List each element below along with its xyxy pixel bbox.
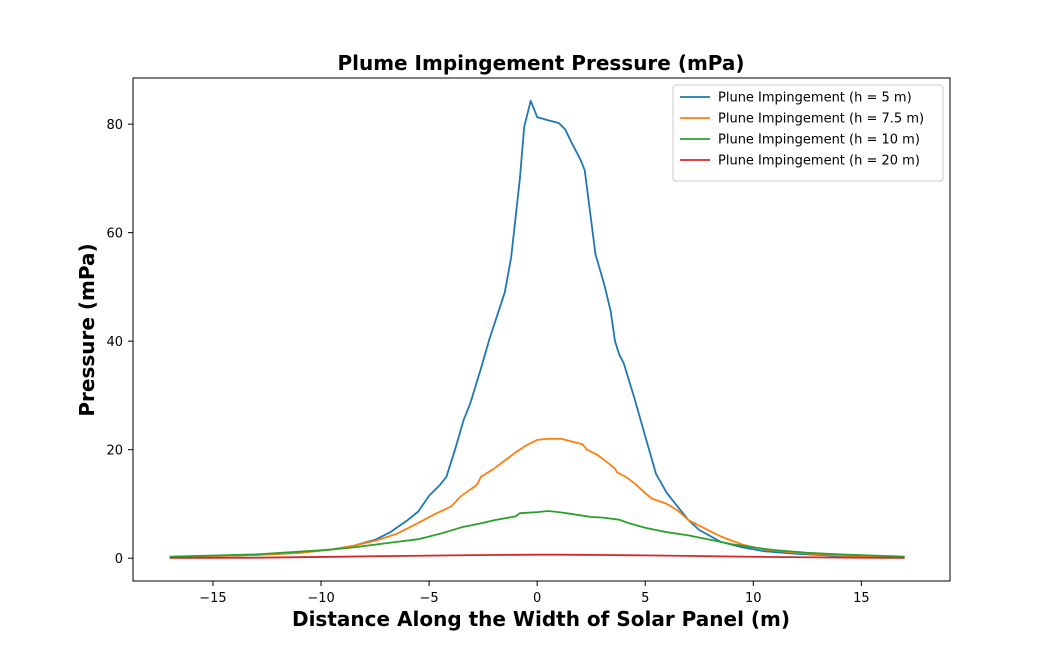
series-line-1	[169, 99, 905, 558]
legend-label: Plune Impingement (h = 10 m)	[718, 133, 920, 148]
y-tick-label: 80	[106, 118, 123, 133]
x-tick-label: 0	[533, 591, 541, 606]
legend-label: Plune Impingement (h = 7.5 m)	[718, 112, 924, 127]
series-line-3	[169, 510, 905, 558]
legend: Plune Impingement (h = 5 m) Plune Impinge…	[672, 84, 944, 182]
legend-label: Plune Impingement (h = 20 m)	[718, 154, 920, 169]
x-tick-label: −10	[307, 591, 334, 606]
chart-title: Plume Impingement Pressure (mPa)	[337, 51, 744, 75]
plot-area	[132, 77, 951, 582]
y-tick-label: 0	[115, 552, 123, 567]
y-tick-label: 40	[106, 335, 123, 350]
x-axis-label: Distance Along the Width of Solar Panel …	[292, 607, 790, 631]
legend-label: Plune Impingement (h = 5 m)	[718, 91, 912, 106]
x-tick-label: −15	[199, 591, 226, 606]
x-tick-label: 5	[641, 591, 649, 606]
axis-ticks: −15 −10 −5 0 5 10 15 0 20 40 60 80	[106, 118, 869, 606]
x-tick-label: −5	[420, 591, 439, 606]
x-tick-label: 10	[745, 591, 762, 606]
series-line-2	[169, 437, 905, 558]
legend-box	[672, 84, 944, 182]
series-line-4	[169, 553, 905, 559]
y-axis-label: Pressure (mPa)	[75, 243, 99, 416]
series-lines	[169, 99, 905, 559]
y-tick-label: 20	[106, 444, 123, 459]
x-tick-label: 15	[853, 591, 870, 606]
y-tick-label: 60	[106, 227, 123, 242]
